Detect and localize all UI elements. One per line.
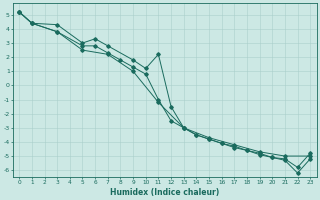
X-axis label: Humidex (Indice chaleur): Humidex (Indice chaleur) bbox=[110, 188, 219, 197]
